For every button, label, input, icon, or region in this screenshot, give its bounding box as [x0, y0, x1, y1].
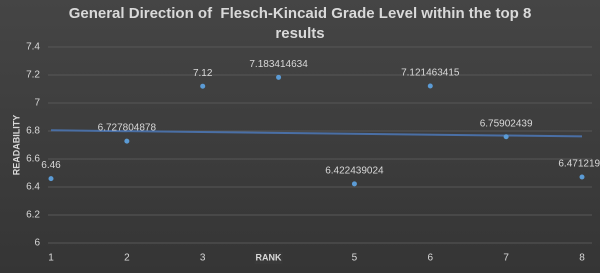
- y-tick-label: 6.8: [26, 126, 40, 137]
- point: [579, 174, 585, 180]
- point: [351, 181, 357, 187]
- point: [48, 176, 54, 182]
- data-label: 6.4712195: [558, 159, 600, 170]
- point: [427, 83, 433, 89]
- x-tick-label: 5: [352, 253, 358, 264]
- x-tick-label: 3: [200, 253, 206, 264]
- y-tick-label: 6.4: [26, 182, 40, 193]
- point: [200, 83, 206, 89]
- data-label: 6.422439024: [325, 165, 384, 176]
- y-tick-label: 6.2: [26, 210, 40, 221]
- y-tick-label: 7.4: [26, 42, 40, 53]
- y-tick-label: 6: [34, 238, 40, 249]
- data-label: 7.121463415: [401, 68, 460, 79]
- data-label: 6.46: [41, 160, 61, 171]
- x-tick-label: 1: [48, 253, 54, 264]
- data-label: 6.727804878: [98, 123, 157, 134]
- point: [124, 138, 130, 144]
- x-tick-label: 7: [503, 253, 509, 264]
- x-tick-label: 8: [579, 253, 585, 264]
- y-axis-label: READABILITY: [11, 115, 21, 176]
- y-tick-label: 6.6: [26, 154, 40, 165]
- x-label-bg: [254, 252, 283, 264]
- y-tick-label: 7.2: [26, 70, 40, 81]
- point: [503, 134, 509, 140]
- x-tick-label: 6: [428, 253, 434, 264]
- trendline: [50, 129, 583, 138]
- x-axis-label: RANK: [256, 252, 282, 262]
- chart-title: General Direction of Flesch-Kincaid Grad…: [68, 5, 536, 42]
- y-tick-label: 7: [34, 98, 40, 109]
- data-label: 7.183414634: [249, 59, 308, 70]
- data-label: 7.12: [193, 68, 213, 79]
- point: [276, 74, 282, 80]
- data-label: 6.75902439: [480, 118, 533, 129]
- x-tick-label: 2: [124, 253, 130, 264]
